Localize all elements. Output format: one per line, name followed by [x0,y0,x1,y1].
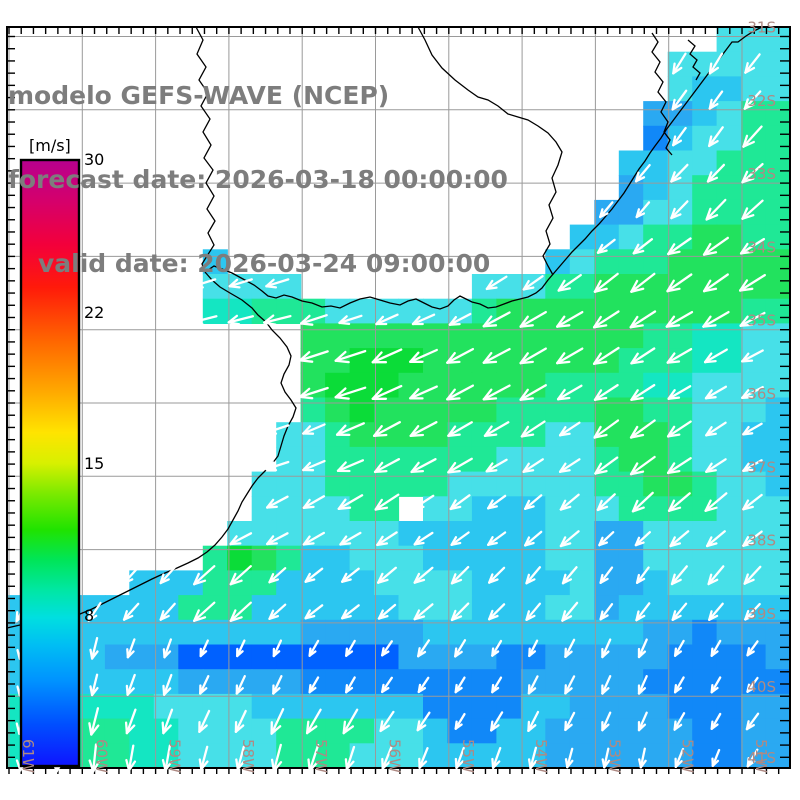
lat-label: 41S [747,749,776,767]
lon-label: 60W [92,739,110,773]
lon-label: 57W [312,739,330,773]
colorbar-tick-label: 22 [84,303,104,322]
lat-label: 40S [747,678,776,696]
lat-label: 38S [747,532,776,550]
graticule-labels: 31S 32S 33S 34S 35S 36S 37S 38S 39S 40S 41S 61W 60W 5… [19,19,776,774]
wave-field-cells [7,27,791,769]
lon-label: 51W [752,739,770,773]
colorbar-tick-label: 30 [84,150,104,169]
lon-label: 55W [459,739,477,773]
valid-date-label: valid date: 2026-03-24 09:00:00 [38,249,491,278]
lat-label: 33S [747,165,776,183]
lon-label: 53W [605,739,623,773]
lon-label: 59W [166,739,184,773]
lon-label: 52W [679,739,697,773]
model-title: modelo GEFS-WAVE (NCEP) [8,81,390,110]
lat-label: 31S [747,19,776,37]
lat-label: 39S [747,605,776,623]
lon-label: 56W [386,739,404,773]
colorbar: [m/s] 30 22 15 8 [19,136,104,768]
map-title-block: modelo GEFS-WAVE (NCEP) forecast date: 2… [8,26,508,334]
lat-label: 34S [747,238,776,256]
colorbar-gradient [19,158,81,768]
lon-label: 61W [19,739,37,773]
map-frame [6,26,791,769]
lat-label: 32S [747,92,776,110]
colorbar-tick-label: 15 [84,454,104,473]
lon-label: 58W [239,739,257,773]
forecast-date-label: forecast date: 2026-03-18 00:00:00 [8,165,508,194]
colorbar-unit-label: [m/s] [29,136,71,155]
lat-label: 35S [747,312,776,330]
lat-label: 37S [747,458,776,476]
lon-label: 54W [532,739,550,773]
coastline [6,26,763,629]
lat-label: 36S [747,385,776,403]
colorbar-tick-label: 8 [84,606,94,625]
